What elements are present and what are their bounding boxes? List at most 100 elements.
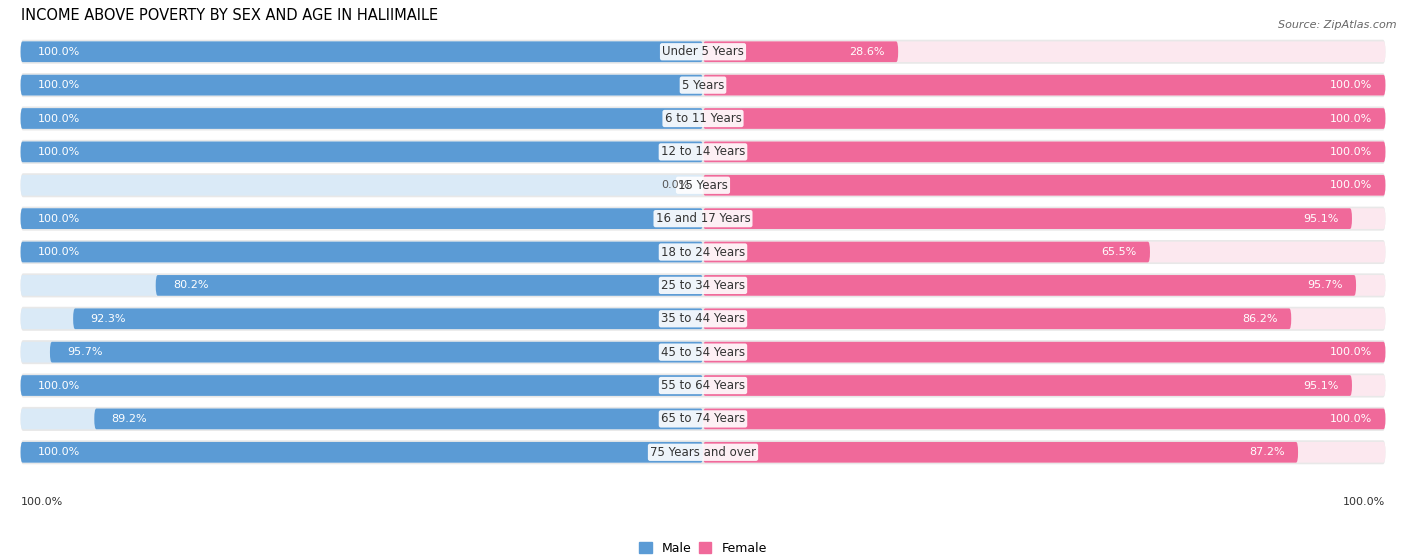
Text: 6 to 11 Years: 6 to 11 Years bbox=[665, 112, 741, 125]
FancyBboxPatch shape bbox=[703, 209, 1385, 229]
FancyBboxPatch shape bbox=[156, 275, 703, 296]
Text: 100.0%: 100.0% bbox=[38, 47, 80, 57]
Text: 100.0%: 100.0% bbox=[1343, 498, 1385, 508]
Text: 100.0%: 100.0% bbox=[21, 498, 63, 508]
Text: 100.0%: 100.0% bbox=[1330, 347, 1372, 357]
FancyBboxPatch shape bbox=[21, 141, 703, 162]
Text: 65.5%: 65.5% bbox=[1101, 247, 1136, 257]
Text: 28.6%: 28.6% bbox=[849, 47, 884, 57]
FancyBboxPatch shape bbox=[21, 240, 1385, 264]
FancyBboxPatch shape bbox=[21, 75, 703, 96]
Text: 100.0%: 100.0% bbox=[1330, 414, 1372, 424]
FancyBboxPatch shape bbox=[703, 342, 1385, 362]
FancyBboxPatch shape bbox=[21, 209, 703, 229]
FancyBboxPatch shape bbox=[21, 75, 703, 96]
FancyBboxPatch shape bbox=[21, 375, 703, 396]
FancyBboxPatch shape bbox=[21, 442, 703, 463]
FancyBboxPatch shape bbox=[21, 407, 1385, 431]
FancyBboxPatch shape bbox=[703, 41, 1385, 62]
FancyBboxPatch shape bbox=[21, 209, 703, 229]
FancyBboxPatch shape bbox=[21, 373, 1385, 397]
FancyBboxPatch shape bbox=[703, 275, 1355, 296]
Text: 100.0%: 100.0% bbox=[38, 447, 80, 457]
FancyBboxPatch shape bbox=[21, 41, 703, 62]
FancyBboxPatch shape bbox=[21, 40, 1385, 64]
Text: 55 to 64 Years: 55 to 64 Years bbox=[661, 379, 745, 392]
FancyBboxPatch shape bbox=[73, 309, 703, 329]
Text: 18 to 24 Years: 18 to 24 Years bbox=[661, 245, 745, 258]
FancyBboxPatch shape bbox=[703, 342, 1385, 362]
FancyBboxPatch shape bbox=[21, 241, 703, 262]
FancyBboxPatch shape bbox=[21, 207, 1385, 231]
FancyBboxPatch shape bbox=[21, 309, 703, 329]
FancyBboxPatch shape bbox=[703, 108, 1385, 129]
FancyBboxPatch shape bbox=[21, 409, 703, 429]
FancyBboxPatch shape bbox=[703, 141, 1385, 162]
Text: 100.0%: 100.0% bbox=[38, 113, 80, 124]
Text: 95.1%: 95.1% bbox=[1303, 214, 1339, 224]
FancyBboxPatch shape bbox=[703, 175, 1385, 196]
FancyBboxPatch shape bbox=[703, 309, 1385, 329]
FancyBboxPatch shape bbox=[21, 342, 703, 362]
Text: 95.7%: 95.7% bbox=[67, 347, 103, 357]
Text: 16 and 17 Years: 16 and 17 Years bbox=[655, 212, 751, 225]
FancyBboxPatch shape bbox=[703, 41, 898, 62]
FancyBboxPatch shape bbox=[21, 106, 1385, 130]
FancyBboxPatch shape bbox=[703, 442, 1298, 463]
FancyBboxPatch shape bbox=[21, 108, 703, 129]
FancyBboxPatch shape bbox=[21, 442, 703, 463]
FancyBboxPatch shape bbox=[703, 375, 1353, 396]
FancyBboxPatch shape bbox=[21, 41, 703, 62]
FancyBboxPatch shape bbox=[703, 409, 1385, 429]
FancyBboxPatch shape bbox=[703, 75, 1385, 96]
FancyBboxPatch shape bbox=[703, 175, 1385, 196]
Text: 12 to 14 Years: 12 to 14 Years bbox=[661, 145, 745, 158]
Text: 45 to 54 Years: 45 to 54 Years bbox=[661, 345, 745, 359]
Text: 100.0%: 100.0% bbox=[38, 147, 80, 157]
Text: 25 to 34 Years: 25 to 34 Years bbox=[661, 279, 745, 292]
FancyBboxPatch shape bbox=[703, 108, 1385, 129]
Text: 35 to 44 Years: 35 to 44 Years bbox=[661, 312, 745, 325]
FancyBboxPatch shape bbox=[21, 275, 703, 296]
FancyBboxPatch shape bbox=[21, 173, 1385, 197]
FancyBboxPatch shape bbox=[703, 241, 1150, 262]
FancyBboxPatch shape bbox=[703, 75, 1385, 96]
Text: 5 Years: 5 Years bbox=[682, 79, 724, 92]
Text: Under 5 Years: Under 5 Years bbox=[662, 45, 744, 58]
Text: 80.2%: 80.2% bbox=[173, 281, 208, 290]
FancyBboxPatch shape bbox=[21, 175, 703, 196]
FancyBboxPatch shape bbox=[703, 141, 1385, 162]
Text: 100.0%: 100.0% bbox=[1330, 113, 1372, 124]
FancyBboxPatch shape bbox=[703, 442, 1385, 463]
Text: 92.3%: 92.3% bbox=[90, 314, 125, 324]
FancyBboxPatch shape bbox=[703, 241, 1385, 262]
FancyBboxPatch shape bbox=[21, 140, 1385, 164]
FancyBboxPatch shape bbox=[703, 375, 1385, 396]
FancyBboxPatch shape bbox=[51, 342, 703, 362]
FancyBboxPatch shape bbox=[21, 440, 1385, 465]
Text: 100.0%: 100.0% bbox=[1330, 147, 1372, 157]
FancyBboxPatch shape bbox=[703, 209, 1353, 229]
Text: 65 to 74 Years: 65 to 74 Years bbox=[661, 413, 745, 425]
FancyBboxPatch shape bbox=[21, 108, 703, 129]
Text: Source: ZipAtlas.com: Source: ZipAtlas.com bbox=[1278, 20, 1396, 30]
FancyBboxPatch shape bbox=[21, 307, 1385, 331]
FancyBboxPatch shape bbox=[21, 340, 1385, 364]
FancyBboxPatch shape bbox=[703, 275, 1385, 296]
Text: 89.2%: 89.2% bbox=[111, 414, 148, 424]
Text: 100.0%: 100.0% bbox=[38, 80, 80, 90]
FancyBboxPatch shape bbox=[94, 409, 703, 429]
FancyBboxPatch shape bbox=[21, 273, 1385, 297]
Text: 100.0%: 100.0% bbox=[1330, 80, 1372, 90]
FancyBboxPatch shape bbox=[21, 375, 703, 396]
FancyBboxPatch shape bbox=[21, 241, 703, 262]
FancyBboxPatch shape bbox=[21, 141, 703, 162]
Legend: Male, Female: Male, Female bbox=[634, 537, 772, 559]
Text: 0.0%: 0.0% bbox=[661, 180, 689, 190]
Text: 87.2%: 87.2% bbox=[1249, 447, 1285, 457]
FancyBboxPatch shape bbox=[703, 409, 1385, 429]
Text: 95.7%: 95.7% bbox=[1308, 281, 1343, 290]
Text: 95.1%: 95.1% bbox=[1303, 381, 1339, 391]
Text: 100.0%: 100.0% bbox=[1330, 180, 1372, 190]
Text: INCOME ABOVE POVERTY BY SEX AND AGE IN HALIIMAILE: INCOME ABOVE POVERTY BY SEX AND AGE IN H… bbox=[21, 8, 437, 23]
